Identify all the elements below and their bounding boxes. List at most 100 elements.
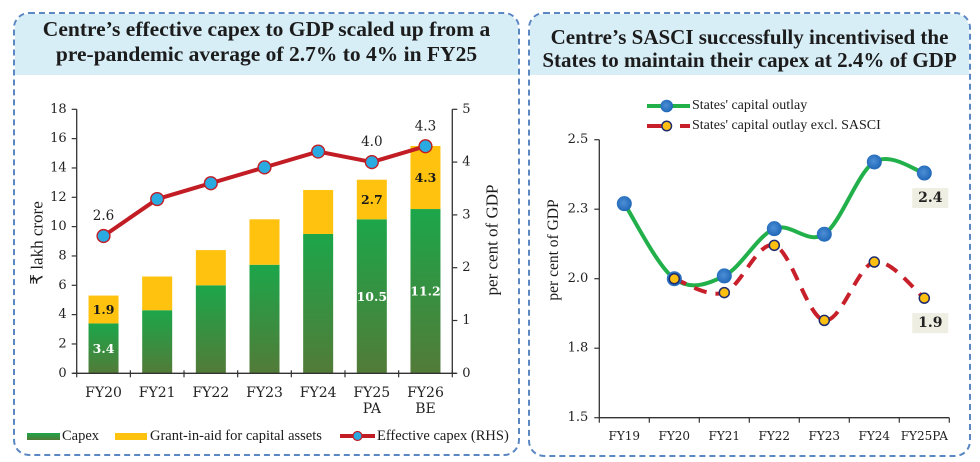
states-capex-chart: 1.5 1.8 2.0 2.3 2.5 FY19 FY20 FY21 FY22 FY23 FY24 F… <box>545 132 950 443</box>
y-tick-label: 12 <box>50 190 67 205</box>
bar-data-label: 4.3 <box>415 170 437 185</box>
y2-tick-label: 5 <box>462 102 470 117</box>
y-tick-label: 4 <box>58 307 66 322</box>
axes-group: 1.5 1.8 2.0 2.3 2.5 FY19 FY20 FY21 FY22 FY23 FY24 F… <box>568 132 950 443</box>
effective-capex-line-group <box>96 139 433 244</box>
legend-item-grant-in-aid: Grant-in-aid for capital assets <box>115 428 322 444</box>
y2-tick-label: 2 <box>462 260 470 275</box>
marker-states-capital-outlay-excl-sasci-fy24 <box>868 256 881 268</box>
marker-states-capital-outlay-fy25pa <box>916 165 932 181</box>
y-tick-label: 10 <box>50 219 67 234</box>
line-data-label: 4.3 <box>415 118 436 134</box>
x-tick-label: BE <box>415 401 436 417</box>
x-tick-label: FY25PA <box>901 429 948 443</box>
marker-states-capital-outlay-excl-sasci-fy25pa <box>918 292 931 304</box>
bar-grant-in-aid-for-capital-assets-fy25-pa <box>356 179 387 220</box>
x-tick-label: FY22 <box>759 429 791 443</box>
right-panel: Centre’s SASCI successfully incentivised… <box>528 12 971 457</box>
bar-capex-fy25-pa <box>356 219 387 374</box>
capex-swatch-icon <box>27 432 60 440</box>
marker-effective-capex-rhs-fy22 <box>203 176 218 191</box>
marker-effective-capex-rhs-fy20 <box>96 228 111 244</box>
marker-states-capital-outlay-fy21 <box>716 268 732 284</box>
y2-tick-label: 3 <box>462 207 470 222</box>
marker-states-capital-outlay-fy22 <box>766 221 782 237</box>
y-tick-label: 2.3 <box>568 202 589 217</box>
legend-label-grant-in-aid: Grant-in-aid for capital assets <box>150 427 322 444</box>
y-axis-title: per cent of GDP <box>545 199 562 300</box>
legend-item-excl-sasci: States' capital outlay excl. SASCI <box>646 118 881 133</box>
bar-capex-fy21 <box>142 310 173 374</box>
line-data-label: 1.9 <box>918 315 942 331</box>
marker-effective-capex-rhs-fy23 <box>257 160 272 175</box>
y-tick-label: 16 <box>50 131 67 146</box>
swatch-marker <box>660 99 673 113</box>
y-tick-label: 14 <box>50 160 67 175</box>
legend-label-excl-sasci: States' capital outlay excl. SASCI <box>692 118 881 133</box>
bar-grant-in-aid-for-capital-assets-fy21 <box>142 276 173 311</box>
y-axis-title: ₹ lakh crore <box>28 201 47 285</box>
marker-effective-capex-rhs-fy21 <box>150 191 165 207</box>
marker-effective-capex-rhs-fy24 <box>311 144 326 159</box>
y2-axis-title: per cent of GDP <box>483 185 502 296</box>
x-tick-label: FY26 <box>407 385 444 401</box>
bar-capex-fy26-be <box>410 209 441 374</box>
x-tick-label: FY21 <box>709 429 741 443</box>
marker-states-capital-outlay-excl-sasci-fy21 <box>718 286 731 299</box>
bar-data-label: 2.7 <box>361 192 383 207</box>
green-line-blue-marker-swatch-icon <box>647 99 690 113</box>
markers-group <box>616 154 932 327</box>
x-tick-label: FY24 <box>859 429 891 443</box>
legend-label-states-capital-outlay: States' capital outlay <box>692 98 808 113</box>
legend-item-effective-capex: Effective capex (RHS) <box>340 428 509 444</box>
y2-tick-label: 4 <box>462 155 470 170</box>
data-labels-group: 3.4 10.5 11.2 1.9 2.7 4.3 2.6 4.0 4.3 <box>93 118 441 356</box>
y-tick-label: 8 <box>58 248 66 263</box>
grant-swatch-icon <box>115 432 147 440</box>
data-label-box <box>912 188 949 209</box>
x-tick-label: FY24 <box>300 385 337 401</box>
right-panel-header: Centre’s SASCI successfully incentivised… <box>530 14 969 75</box>
line-data-label: 4.0 <box>361 134 382 150</box>
line-data-label: 2.4 <box>918 190 943 206</box>
left-panel-title-line-1: Centre’s effective capex to GDP scaled u… <box>42 17 491 41</box>
swatch-marker <box>352 430 363 442</box>
bar-data-label: 10.5 <box>357 289 387 304</box>
legend-item-states-capital-outlay: States' capital outlay <box>646 98 808 113</box>
right-panel-title-line-2: States to maintain their capex at 2.4% o… <box>542 47 957 72</box>
swatch-marker <box>661 120 673 132</box>
red-dash-yellow-marker-swatch-icon <box>647 120 690 132</box>
x-tick-label: PA <box>363 401 382 417</box>
bar-data-label: 11.2 <box>410 284 440 299</box>
bar-capex-fy23 <box>249 264 280 374</box>
x-tick-label: FY21 <box>139 385 176 401</box>
x-tick-label: FY22 <box>192 385 229 401</box>
y-tick-label: 1.5 <box>568 410 589 425</box>
y-tick-label: 0 <box>58 366 66 381</box>
data-labels-group: 2.4 1.9 <box>912 188 949 334</box>
bar-grant-in-aid-for-capital-assets-fy24 <box>303 189 334 234</box>
x-tick-label: FY19 <box>609 429 641 443</box>
y-tick-label: 2.0 <box>568 271 589 286</box>
bars-group <box>88 145 441 374</box>
y-tick-label: 6 <box>58 278 66 293</box>
marker-states-capital-outlay-excl-sasci-fy20 <box>668 272 681 285</box>
line-data-label: 2.6 <box>93 208 114 224</box>
bar-grant-in-aid-for-capital-assets-fy20 <box>88 295 119 324</box>
bar-data-label: 3.4 <box>93 341 115 356</box>
y-tick-label: 18 <box>50 102 67 117</box>
y-tick-label: 1.8 <box>568 341 589 356</box>
marker-states-capital-outlay-excl-sasci-fy23 <box>818 314 831 327</box>
x-tick-label: FY23 <box>246 385 283 401</box>
left-panel-title-line-2: pre-pandemic average of 2.7% to 4% in FY… <box>55 42 478 66</box>
x-tick-label: FY20 <box>659 429 691 443</box>
marker-states-capital-outlay-fy19 <box>616 196 632 212</box>
bar-grant-in-aid-for-capital-assets-fy23 <box>249 219 280 265</box>
x-tick-label: FY25 <box>353 385 390 401</box>
y-tick-label: 2.5 <box>568 132 589 147</box>
bar-data-label: 1.9 <box>93 302 115 317</box>
marker-states-capital-outlay-excl-sasci-fy22 <box>768 239 781 252</box>
y2-tick-label: 0 <box>462 366 470 381</box>
